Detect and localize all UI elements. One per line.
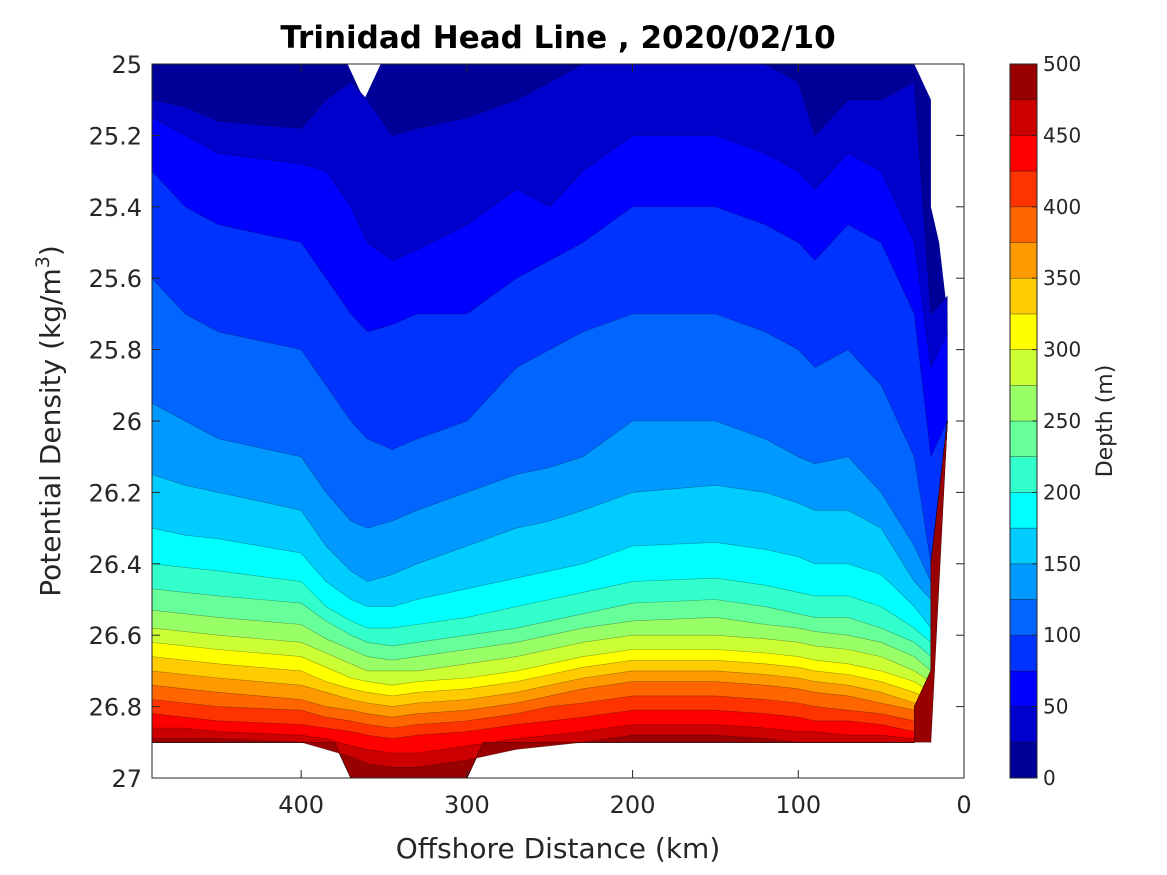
colorbar-tick-label: 300 bbox=[1043, 338, 1081, 362]
y-tick-label: 26.4 bbox=[89, 551, 142, 579]
x-axis-label: Offshore Distance (km) bbox=[396, 832, 721, 865]
colorbar-label: Depth (m) bbox=[1093, 365, 1118, 478]
colorbar-tick-label: 50 bbox=[1043, 695, 1068, 719]
y-tick-label: 25.6 bbox=[89, 265, 142, 293]
colorbar bbox=[1009, 63, 1038, 779]
y-axis-label-text: Potential Density (kg/m bbox=[34, 268, 67, 597]
colorbar-band bbox=[1009, 492, 1038, 529]
colorbar-band bbox=[1009, 206, 1038, 243]
colorbar-band bbox=[1009, 313, 1038, 350]
y-tick-label: 25.2 bbox=[89, 122, 142, 150]
y-tick-label: 26.2 bbox=[89, 479, 142, 507]
colorbar-tick-label: 100 bbox=[1043, 623, 1081, 647]
y-tick-label: 26.6 bbox=[89, 622, 142, 650]
colorbar-band bbox=[1009, 527, 1038, 565]
colorbar-band bbox=[1009, 670, 1038, 707]
contour-fill-layer bbox=[152, 64, 948, 778]
colorbar-band bbox=[1009, 741, 1038, 779]
y-axis-label-suffix: ) bbox=[34, 245, 67, 256]
x-tick-label: 200 bbox=[610, 791, 656, 819]
colorbar-tick-label: 250 bbox=[1043, 409, 1081, 433]
x-tick-label: 400 bbox=[278, 791, 324, 819]
y-tick-label: 26 bbox=[111, 408, 142, 436]
colorbar-ticks: 0 50 100 150 200 250 300 350 400 450 500 bbox=[1032, 52, 1081, 790]
y-tick-label: 25.4 bbox=[89, 194, 142, 222]
y-axis-label-superscript: 3 bbox=[32, 256, 54, 268]
y-axis-ticks: 25 25.2 25.4 25.6 25.8 26 26.2 26.4 26.6 26.8 27 bbox=[89, 51, 964, 793]
y-tick-label: 25.8 bbox=[89, 337, 142, 365]
colorbar-band bbox=[1009, 277, 1038, 315]
x-tick-label: 300 bbox=[444, 791, 490, 819]
colorbar-tick-label: 0 bbox=[1043, 766, 1056, 790]
colorbar-band bbox=[1009, 456, 1038, 493]
colorbar-band bbox=[1009, 634, 1038, 672]
colorbar-band bbox=[1009, 135, 1038, 172]
colorbar-band bbox=[1009, 349, 1038, 386]
colorbar-tick-label: 500 bbox=[1043, 52, 1081, 76]
colorbar-frame bbox=[1009, 63, 1038, 779]
y-axis-label: Potential Density (kg/m3) bbox=[32, 245, 67, 597]
colorbar-band bbox=[1009, 384, 1038, 422]
colorbar-band bbox=[1009, 170, 1038, 208]
contour-band-475 bbox=[152, 420, 948, 778]
colorbar-tick-label: 350 bbox=[1043, 266, 1081, 290]
colorbar-band bbox=[1009, 99, 1038, 136]
colorbar-tick-label: 450 bbox=[1043, 123, 1081, 147]
x-tick-label: 0 bbox=[956, 791, 971, 819]
colorbar-band bbox=[1009, 63, 1038, 101]
x-tick-label: 100 bbox=[775, 791, 821, 819]
colorbar-band bbox=[1009, 706, 1038, 743]
chart-title: Trinidad Head Line , 2020/02/10 bbox=[280, 20, 835, 56]
colorbar-band bbox=[1009, 599, 1038, 636]
colorbar-tick-label: 400 bbox=[1043, 195, 1081, 219]
y-tick-label: 25 bbox=[111, 51, 142, 79]
y-tick-label: 26.8 bbox=[89, 694, 142, 722]
colorbar-band bbox=[1009, 242, 1038, 279]
colorbar-band bbox=[1009, 420, 1038, 458]
colorbar-tick-label: 150 bbox=[1043, 552, 1081, 576]
colorbar-tick-label: 200 bbox=[1043, 480, 1081, 504]
x-axis-ticks: 400 300 200 100 0 bbox=[278, 64, 972, 819]
y-tick-label: 27 bbox=[111, 765, 142, 793]
colorbar-band bbox=[1009, 563, 1038, 600]
